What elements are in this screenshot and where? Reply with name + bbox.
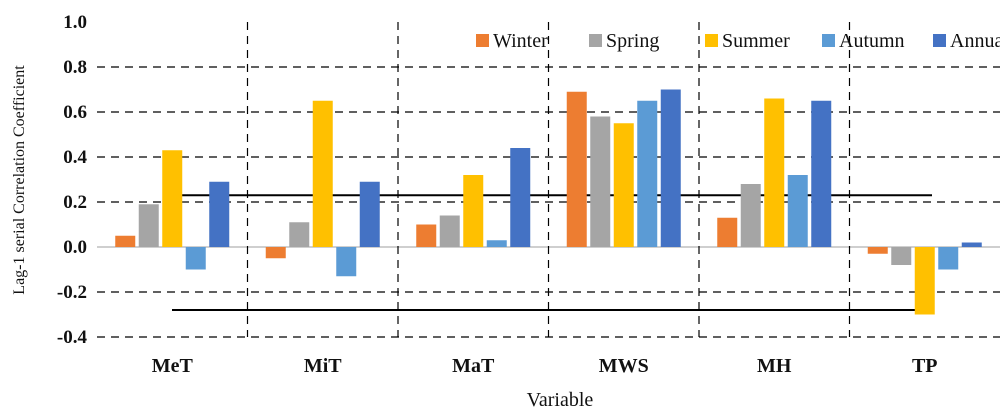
y-tick-label: 0.2 <box>63 192 87 213</box>
x-category-label: MiT <box>304 355 342 377</box>
y-tick-label: 0.8 <box>63 57 87 78</box>
y-tick-label: 0.0 <box>63 237 87 258</box>
bar-summer-mh <box>764 98 785 247</box>
bar-summer-mws <box>613 123 634 247</box>
y-tick-label: -0.4 <box>57 327 88 348</box>
bar-annual-mws <box>660 89 681 247</box>
bar-autumn-mws <box>637 100 658 247</box>
bar-spring-mh <box>740 184 761 247</box>
y-tick-label: 0.4 <box>63 147 87 168</box>
bar-winter-tp <box>867 247 888 254</box>
bar-annual-mit <box>359 181 380 247</box>
legend-label-winter: Winter <box>493 30 548 52</box>
bar-spring-mat <box>439 215 460 247</box>
y-tick-label: -0.2 <box>57 282 87 303</box>
bar-winter-mh <box>717 217 738 247</box>
bars-layer <box>115 89 982 315</box>
x-category-label: TP <box>912 355 938 377</box>
y-tick-label: 0.6 <box>63 102 87 123</box>
bar-summer-tp <box>914 247 935 315</box>
legend-swatch-spring <box>589 34 602 47</box>
bar-autumn-mat <box>486 240 507 247</box>
legend-label-spring: Spring <box>606 30 659 52</box>
bar-annual-met <box>209 181 230 247</box>
grid-layer <box>97 22 1000 338</box>
legend: Winter Spring Summer Autumn Annual <box>476 30 1000 52</box>
legend-label-autumn: Autumn <box>839 30 905 52</box>
bar-winter-mws <box>566 91 587 247</box>
bar-spring-tp <box>891 247 912 265</box>
bar-summer-met <box>162 150 183 247</box>
bar-spring-mit <box>289 222 310 247</box>
legend-swatch-annual <box>933 34 946 47</box>
bar-autumn-tp <box>938 247 959 270</box>
bar-spring-met <box>138 204 159 247</box>
legend-label-summer: Summer <box>722 30 790 52</box>
bar-autumn-mit <box>336 247 357 277</box>
x-category-label: MH <box>757 355 792 377</box>
x-axis-title: Variable <box>527 389 594 411</box>
bar-spring-mws <box>590 116 611 247</box>
bar-winter-met <box>115 235 136 247</box>
x-category-label: MWS <box>599 355 649 377</box>
bar-autumn-mh <box>787 175 808 247</box>
bar-autumn-met <box>185 247 206 270</box>
axis-layer: -0.4 -0.2 0.0 0.2 0.4 0.6 0.8 1.0 MeT MiT MaT MWS MH… <box>11 12 938 411</box>
y-tick-label: 1.0 <box>63 12 87 33</box>
legend-label-annual: Annual <box>950 30 1000 52</box>
x-category-label: MaT <box>452 355 495 377</box>
bar-annual-mh <box>811 100 832 247</box>
bar-summer-mat <box>463 175 484 247</box>
bar-summer-mit <box>312 100 333 247</box>
legend-swatch-autumn <box>822 34 835 47</box>
bar-annual-tp <box>961 242 982 247</box>
legend-swatch-summer <box>705 34 718 47</box>
bar-annual-mat <box>510 148 531 247</box>
x-category-label: MeT <box>152 355 194 377</box>
bar-winter-mit <box>265 247 286 259</box>
legend-swatch-winter <box>476 34 489 47</box>
y-axis-title: Lag-1 serial Correlation Coefficient <box>11 65 28 295</box>
bar-winter-mat <box>416 224 437 247</box>
